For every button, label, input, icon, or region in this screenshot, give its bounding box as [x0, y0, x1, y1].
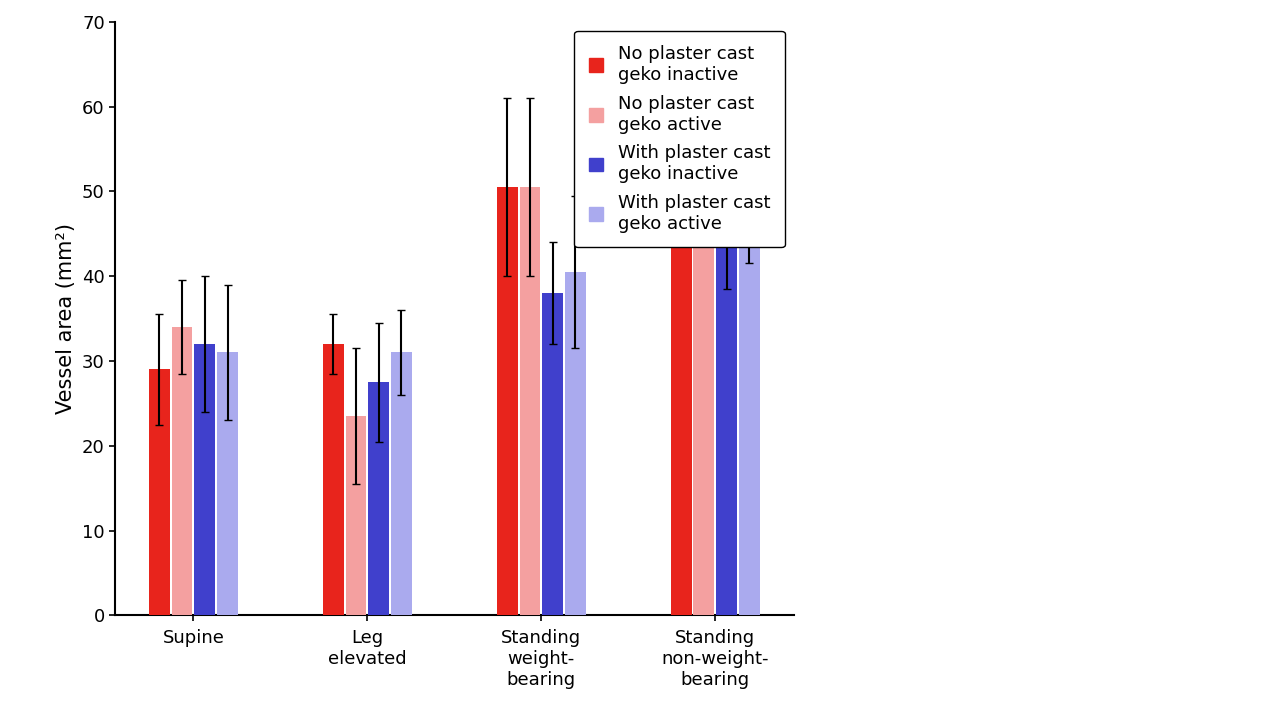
- Bar: [369, 382, 389, 615]
- Bar: [497, 187, 518, 615]
- Bar: [543, 293, 563, 615]
- Bar: [195, 344, 215, 615]
- Bar: [148, 369, 170, 615]
- Legend: No plaster cast
geko inactive, No plaster cast
geko active, With plaster cast
ge: No plaster cast geko inactive, No plaste…: [575, 30, 785, 248]
- Bar: [520, 187, 540, 615]
- Bar: [564, 272, 586, 615]
- Bar: [671, 174, 691, 615]
- Bar: [218, 353, 238, 615]
- Bar: [694, 161, 714, 615]
- Bar: [717, 221, 737, 615]
- Bar: [346, 416, 366, 615]
- Y-axis label: Vessel area (mm²): Vessel area (mm²): [56, 223, 77, 414]
- Bar: [172, 327, 192, 615]
- Bar: [390, 353, 412, 615]
- Bar: [739, 200, 760, 615]
- Bar: [323, 344, 344, 615]
